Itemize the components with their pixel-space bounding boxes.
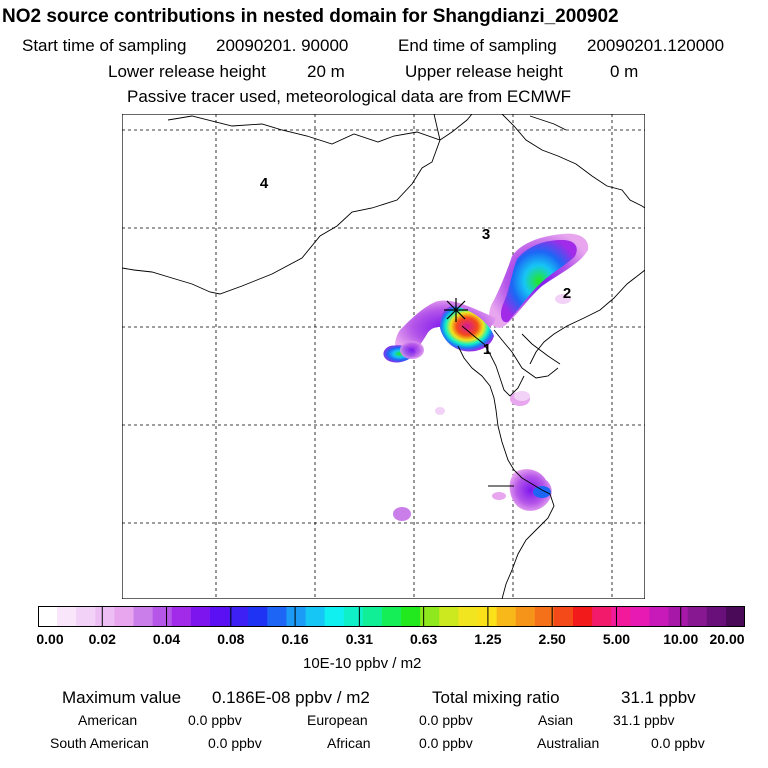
legend-color-swatch: [534, 606, 555, 627]
legend-tick-label: 0.02: [88, 631, 116, 647]
map-frame: [122, 114, 645, 599]
legend-color-swatch: [305, 606, 326, 627]
legend-color-swatch: [229, 606, 249, 627]
max-value-label: Maximum value: [62, 688, 182, 707]
legend-color-swatch: [668, 606, 689, 627]
start-time-label: Start time of sampling: [22, 36, 187, 55]
legend-colorbar: [38, 606, 745, 627]
tracer-note: Passive tracer used, meteorological data…: [127, 87, 572, 106]
legend-color-swatch: [687, 606, 708, 627]
legend-color-swatch: [133, 606, 154, 627]
concentration-plumes: [383, 233, 589, 521]
start-time-value: 20090201. 90000: [216, 36, 349, 55]
legend-color-swatch: [592, 606, 612, 627]
european-label: European: [307, 712, 368, 728]
legend-color-swatch: [630, 606, 650, 627]
end-time-value: 20090201.120000: [587, 36, 725, 55]
south-american-value: 0.0 ppbv: [208, 735, 262, 751]
plot-title: NO2 source contributions in nested domai…: [2, 6, 619, 27]
legend-tick-label: 0.00: [36, 631, 64, 647]
legend-color-swatch: [515, 606, 536, 627]
legend-tick-label: 5.00: [602, 631, 631, 647]
legend-color-swatch: [171, 606, 192, 627]
total-mixing-label: Total mixing ratio: [432, 688, 560, 707]
legend-color-swatch: [343, 606, 364, 627]
legend-tick-label: 0.16: [281, 631, 309, 647]
legend-color-swatch: [553, 606, 574, 627]
asian-label: Asian: [538, 712, 574, 728]
lower-release-label: Lower release height: [108, 62, 266, 81]
end-time-label: End time of sampling: [398, 36, 557, 55]
legend-color-swatch: [362, 606, 383, 627]
legend-frame: [38, 606, 745, 627]
region-label-2: 2: [563, 285, 571, 302]
legend-color-swatch: [439, 606, 459, 627]
legend-color-swatch: [706, 606, 727, 627]
legend-color-swatch: [496, 606, 517, 627]
legend-color-swatch: [286, 606, 307, 627]
upper-release-label: Upper release height: [405, 62, 563, 81]
african-label: African: [327, 735, 371, 751]
legend-color-swatch: [324, 606, 345, 627]
legend-tick-label: 2.50: [538, 631, 566, 647]
legend-color-swatch: [267, 606, 287, 627]
legend-color-swatch: [114, 606, 135, 627]
south-american-label: South American: [50, 735, 149, 751]
legend-color-swatch: [152, 606, 173, 627]
legend-color-swatch: [38, 606, 58, 627]
european-value: 0.0 ppbv: [419, 712, 473, 728]
legend-color-swatch: [209, 606, 230, 627]
legend-color-swatch: [725, 606, 745, 627]
legend-tick-label: 0.63: [410, 631, 438, 647]
receptor-marker: [444, 298, 468, 322]
region-label-3: 3: [482, 226, 490, 243]
max-value: 0.186E-08 ppbv / m2: [212, 688, 370, 707]
legend-color-swatch: [248, 606, 268, 627]
australian-label: Australian: [537, 735, 600, 751]
legend-tick-label: 0.04: [152, 631, 181, 647]
american-label: American: [78, 712, 138, 728]
coastlines: [122, 114, 645, 599]
map-panel: 1 2 3 4: [122, 114, 645, 599]
legend-color-swatch: [458, 606, 478, 627]
legend-color-swatch: [381, 606, 402, 627]
australian-value: 0.0 ppbv: [651, 735, 705, 751]
legend-color-swatch: [190, 606, 211, 627]
legend-color-swatch: [573, 606, 593, 627]
american-value: 0.0 ppbv: [188, 712, 242, 728]
legend-color-swatch: [401, 606, 421, 627]
legend-units: 10E-10 ppbv / m2: [303, 655, 422, 672]
legend-tick-label: 0.08: [217, 631, 245, 647]
legend-color-swatch: [76, 606, 96, 627]
african-value: 0.0 ppbv: [419, 735, 473, 751]
legend-color-swatch: [420, 606, 440, 627]
legend-color-swatch: [477, 606, 498, 627]
legend-tick-label: 0.31: [345, 631, 373, 647]
legend-color-swatch: [649, 606, 670, 627]
region-label-1: 1: [483, 341, 491, 358]
upper-release-value: 0 m: [610, 62, 639, 81]
legend-color-swatch: [611, 606, 631, 627]
asian-value: 31.1 ppbv: [613, 712, 675, 728]
legend-tick-label: 10.00: [663, 631, 699, 647]
legend-tick-label: 1.25: [474, 631, 502, 647]
total-mixing-value: 31.1 ppbv: [621, 688, 696, 707]
legend-color-swatch: [57, 606, 77, 627]
legend-color-swatch: [95, 606, 115, 627]
region-label-4: 4: [260, 175, 269, 192]
legend-tick-label: 20.00: [709, 631, 745, 647]
lower-release-value: 20 m: [307, 62, 345, 81]
